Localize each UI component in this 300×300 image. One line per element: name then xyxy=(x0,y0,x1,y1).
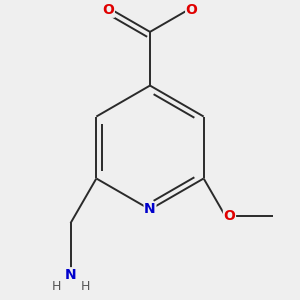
Text: N: N xyxy=(144,202,156,217)
Text: O: O xyxy=(186,3,198,17)
Text: N: N xyxy=(65,268,76,282)
Text: H: H xyxy=(51,280,61,293)
Text: H: H xyxy=(80,280,90,293)
Text: O: O xyxy=(224,209,236,223)
Text: O: O xyxy=(102,3,114,17)
